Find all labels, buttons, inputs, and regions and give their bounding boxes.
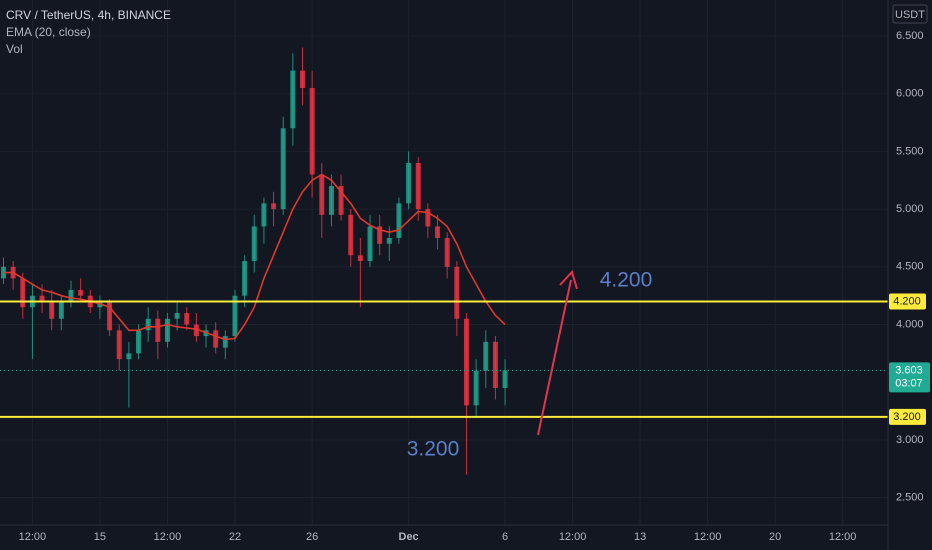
- candle-body: [78, 289, 84, 296]
- candle-body: [319, 174, 325, 215]
- candle-body: [415, 162, 421, 210]
- x-tick-label: 26: [306, 531, 318, 543]
- y-tick-label: 4.500: [896, 261, 924, 273]
- candle-body: [58, 301, 64, 319]
- candle-body: [473, 370, 479, 406]
- x-tick-label: 20: [769, 531, 781, 543]
- y-tick-label: 2.500: [896, 492, 924, 504]
- candle-body: [328, 186, 334, 215]
- currency[interactable]: USDT: [895, 9, 925, 21]
- candle-body: [367, 226, 373, 262]
- candle-body: [155, 318, 161, 342]
- candle-body: [290, 70, 296, 129]
- x-tick-label: 12:00: [694, 531, 722, 543]
- x-tick-label: 12:00: [829, 531, 857, 543]
- candle-body: [174, 312, 180, 319]
- candle-body: [126, 353, 132, 360]
- candle-body: [406, 162, 412, 204]
- candle-body: [463, 318, 469, 406]
- candle-body: [261, 203, 267, 227]
- currency-box[interactable]: [892, 4, 928, 24]
- y-tick-label: 6.500: [896, 30, 924, 42]
- indicator-label[interactable]: EMA (20, close): [6, 25, 91, 39]
- candle-body: [454, 266, 460, 319]
- candle-body: [242, 261, 248, 296]
- candle-body: [213, 330, 219, 348]
- x-tick-label: 22: [229, 531, 241, 543]
- candle-body: [145, 318, 151, 331]
- level-tag: [889, 293, 926, 310]
- y-tick-label: 5.500: [896, 145, 924, 157]
- arrow: [537, 270, 578, 436]
- x-tick-label: 12:00: [154, 531, 182, 543]
- candle-body: [386, 237, 392, 244]
- level-tag-label: 3.200: [893, 411, 921, 423]
- candle-body: [299, 70, 305, 88]
- candle-body: [280, 128, 286, 210]
- candle-body: [107, 301, 113, 331]
- candle-body: [20, 278, 26, 308]
- candle-body: [444, 237, 450, 267]
- candle-body: [396, 203, 402, 238]
- last-price-tag: [889, 362, 930, 393]
- candle-body: [492, 341, 498, 389]
- candle-body: [68, 289, 74, 302]
- countdown: 03:07: [895, 377, 923, 389]
- candle-body: [502, 370, 508, 389]
- level-tag-label: 4.200: [893, 295, 921, 307]
- level-tag: [889, 408, 926, 425]
- last-price-label: 3.603: [895, 364, 923, 376]
- x-tick-label: Dec: [399, 531, 419, 543]
- candle-body: [222, 336, 228, 348]
- x-tick-label: 12:00: [19, 531, 47, 543]
- y-tick-label: 3.000: [896, 434, 924, 446]
- candle-body: [435, 226, 441, 238]
- candle-body: [39, 295, 45, 302]
- candle-body: [425, 209, 431, 227]
- candle-body: [357, 255, 363, 262]
- x-tick-label: 12:00: [559, 531, 587, 543]
- candle-body: [309, 87, 315, 175]
- candle-body: [377, 226, 383, 244]
- candle-body: [271, 203, 277, 210]
- candle-body: [348, 214, 354, 256]
- candle-body: [164, 318, 170, 342]
- x-tick-label: 6: [502, 531, 508, 543]
- candle-body: [136, 330, 142, 354]
- candle-body: [184, 312, 190, 325]
- candle-body: [232, 295, 238, 337]
- candle-body: [116, 330, 122, 360]
- y-tick-label: 4.000: [896, 318, 924, 330]
- annotation: 4.200: [600, 269, 653, 292]
- x-tick-label: 15: [94, 531, 106, 543]
- candle-body: [338, 186, 344, 215]
- chart-title: CRV / TetherUS, 4h, BINANCE: [6, 8, 171, 22]
- annotation: 3.200: [407, 438, 460, 461]
- candle-body: [49, 301, 55, 319]
- candle-body: [483, 341, 489, 371]
- indicator-label[interactable]: Vol: [6, 42, 23, 56]
- x-tick-label: 13: [634, 531, 646, 543]
- y-tick-label: 5.000: [896, 203, 924, 215]
- y-tick-label: 6.000: [896, 88, 924, 100]
- candle-body: [251, 226, 257, 262]
- candle-body: [193, 324, 199, 337]
